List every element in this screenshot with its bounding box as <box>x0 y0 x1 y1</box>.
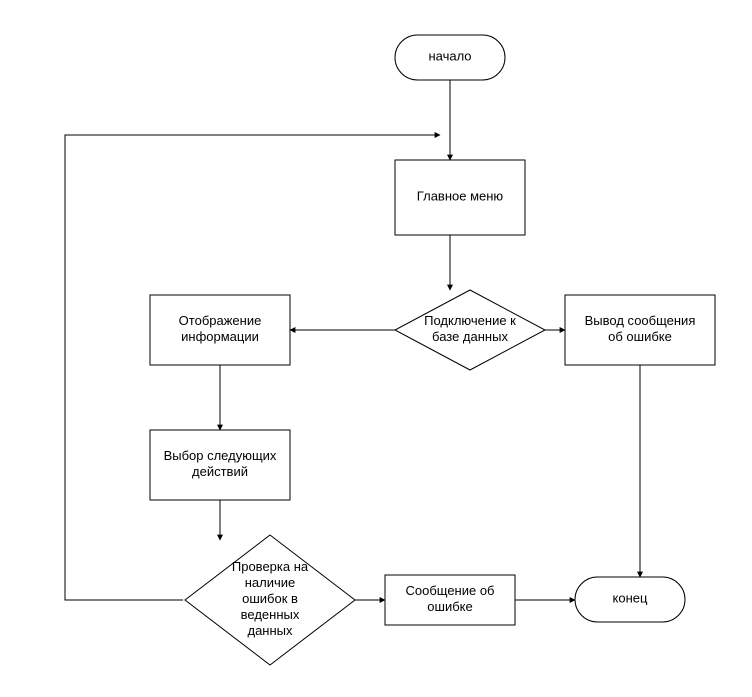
node-label: Подключение кбазе данных <box>424 313 516 344</box>
flowchart-canvas: начало Главное меню Подключение кбазе данн… <box>0 0 752 697</box>
node-label: Отображениеинформации <box>179 313 262 344</box>
node-label: Главное меню <box>417 189 504 204</box>
node-label: начало <box>428 49 471 64</box>
node-label: конец <box>613 591 648 606</box>
flow-edge <box>65 135 440 600</box>
